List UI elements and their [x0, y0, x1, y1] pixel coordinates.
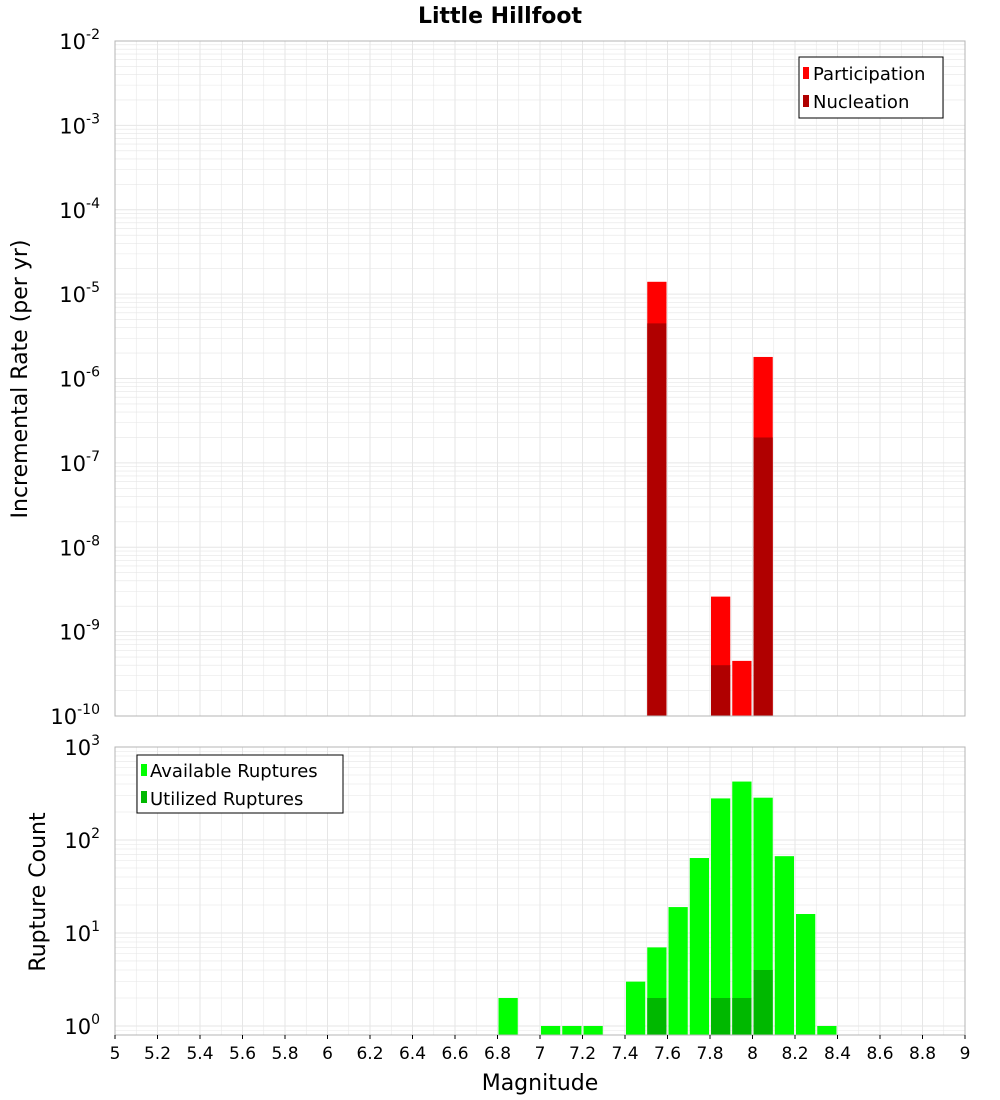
chart-title: Little Hillfoot [418, 4, 583, 29]
x-tick-label: 6.2 [356, 1044, 383, 1064]
count-y-ticks: 103 102 101 100 [64, 733, 100, 1039]
count-y-tick-label: 100 [64, 1012, 100, 1039]
rate-plot-frame [114, 40, 966, 717]
count-bar-available-ruptures [796, 914, 816, 1035]
count-y-tick-label: 101 [64, 919, 100, 946]
x-tick-label: 8.6 [866, 1044, 893, 1064]
rate-bar-nucleation [711, 665, 731, 716]
count-bar-available-ruptures [732, 781, 752, 1035]
count-bar-utilized-ruptures [732, 997, 752, 1035]
count-bar-utilized-ruptures [647, 997, 667, 1035]
rate-bar-nucleation [647, 323, 667, 716]
nucleation-legend-swatch [803, 95, 809, 107]
x-tick-label: 8.4 [824, 1044, 851, 1064]
count-bar-available-ruptures [583, 1025, 603, 1035]
x-tick-label: 5.6 [229, 1044, 256, 1064]
rate-bar-participation [732, 660, 752, 716]
count-bar-available-ruptures [711, 798, 731, 1035]
x-tick-label: 7.2 [569, 1044, 596, 1064]
count-bar-available-ruptures [689, 858, 709, 1035]
x-tick-label: 7.6 [654, 1044, 681, 1064]
rate-y-tick-label: 10-4 [59, 196, 100, 223]
rate-y-tick-label: 10-5 [59, 280, 100, 307]
x-tick-label: 8.2 [781, 1044, 808, 1064]
x-tick-label: 6.8 [484, 1044, 511, 1064]
x-tick-label: 8 [747, 1044, 758, 1064]
x-tick-label: 5 [110, 1044, 121, 1064]
utilized-legend-swatch [141, 791, 147, 803]
count-legend: Available Ruptures Utilized Ruptures [136, 754, 344, 814]
count-legend-box [136, 754, 344, 814]
x-tick-label: 6 [322, 1044, 333, 1064]
count-bar-available-ruptures [626, 981, 646, 1035]
rate-bars [647, 281, 773, 716]
x-tick-label: 6.6 [441, 1044, 468, 1064]
rate-panel: 10-2 10-3 10-4 10-5 10-6 10-7 10-8 10-9 10-10 In… [8, 27, 966, 729]
x-tick-label: 8.8 [909, 1044, 936, 1064]
count-bar-utilized-ruptures [753, 969, 773, 1035]
count-y-axis-label: Rupture Count [26, 812, 51, 972]
rate-y-tick-label: 10-2 [59, 27, 100, 54]
rate-grid [114, 41, 966, 717]
x-tick-label: 6.4 [399, 1044, 426, 1064]
rate-legend: Participation Nucleation [798, 56, 944, 119]
x-tick-label: 7.8 [696, 1044, 723, 1064]
count-bar-available-ruptures [498, 997, 518, 1035]
rate-y-ticks: 10-2 10-3 10-4 10-5 10-6 10-7 10-8 10-9 10-10 [50, 27, 100, 729]
x-tick-label: 5.4 [186, 1044, 213, 1064]
rate-y-tick-label: 10-3 [59, 111, 100, 138]
rate-y-tick-label: 10-9 [59, 618, 100, 645]
rate-legend-box [798, 56, 944, 119]
count-bar-available-ruptures [541, 1025, 561, 1035]
count-bars [498, 781, 837, 1035]
x-tick-label: 9 [960, 1044, 971, 1064]
utilized-legend-label: Utilized Ruptures [150, 789, 303, 810]
x-tick-label: 5.2 [144, 1044, 171, 1064]
rate-y-tick-label: 10-10 [50, 702, 100, 729]
rate-y-tick-label: 10-6 [59, 365, 100, 392]
count-bar-available-ruptures [774, 856, 794, 1035]
count-y-tick-label: 103 [64, 733, 100, 760]
rate-y-axis-label: Incremental Rate (per yr) [8, 240, 33, 519]
count-bar-available-ruptures [562, 1025, 582, 1035]
rate-y-tick-label: 10-7 [59, 449, 100, 476]
count-x-ticks: 5 5.2 5.4 5.6 5.8 6 6.2 6.4 6.6 6.8 7 7.2 7.4 7.6 7.8 8… [110, 1035, 971, 1064]
x-tick-label: 5.8 [271, 1044, 298, 1064]
count-y-tick-label: 102 [64, 826, 100, 853]
count-bar-available-ruptures [817, 1025, 837, 1035]
count-bar-available-ruptures [668, 907, 688, 1035]
available-legend-swatch [141, 764, 147, 776]
available-legend-label: Available Ruptures [150, 761, 318, 782]
x-tick-label: 7.4 [611, 1044, 638, 1064]
x-tick-label: 7 [535, 1044, 546, 1064]
participation-legend-swatch [803, 67, 809, 79]
rate-y-tick-label: 10-8 [59, 533, 100, 560]
participation-legend-label: Participation [813, 64, 925, 85]
nucleation-legend-label: Nucleation [813, 92, 909, 113]
x-axis-label: Magnitude [482, 1071, 599, 1096]
rate-bar-nucleation [753, 437, 773, 716]
count-panel: 103 102 101 100 5 5.2 5.4 5.6 5.8 6 6.2 6.4 6.6 6.8 7… [26, 733, 970, 1096]
count-bar-utilized-ruptures [711, 997, 731, 1035]
